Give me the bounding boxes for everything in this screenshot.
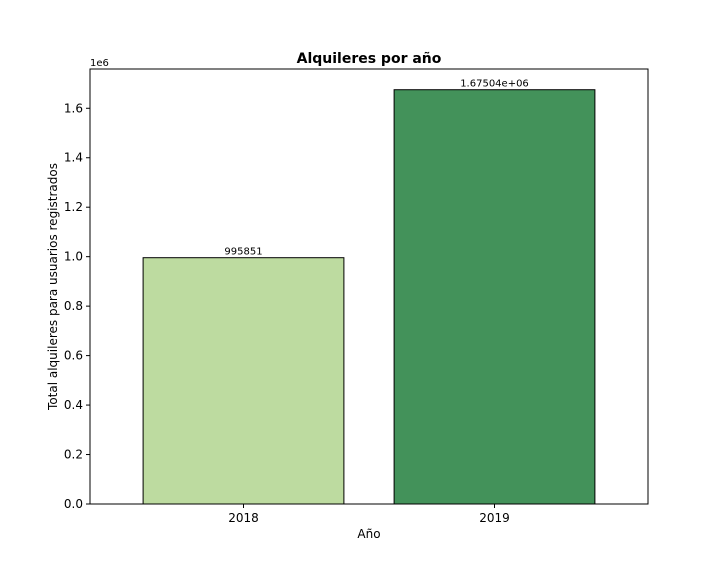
x-tick-label-2018: 2018 <box>228 511 259 525</box>
y-axis-offset-label: 1e6 <box>90 58 109 69</box>
y-tick-label-3: 0.6 <box>64 349 83 363</box>
x-tick-label-2019: 2019 <box>479 511 510 525</box>
bar-2019 <box>393 89 596 505</box>
chart-title: Alquileres por año <box>297 51 442 67</box>
bar-2018 <box>142 257 345 505</box>
data-label-2018: 995851 <box>224 247 262 258</box>
y-tick-label-2: 0.4 <box>64 398 83 412</box>
plot-area-frame <box>89 68 649 505</box>
bars-layer <box>142 89 596 505</box>
y-tick-label-5: 1.0 <box>64 250 83 264</box>
y-tick-label-6: 1.2 <box>64 200 83 214</box>
x-axis-label: Año <box>357 527 380 541</box>
data-label-2019: 1.67504e+06 <box>460 79 529 90</box>
y-tick-label-1: 0.2 <box>64 448 83 462</box>
y-axis-label: Total alquileres para usuarios registrad… <box>46 163 60 411</box>
x-axis: 2018 2019 <box>228 504 510 525</box>
y-tick-label-8: 1.6 <box>64 101 83 115</box>
y-tick-label-0: 0.0 <box>64 497 83 511</box>
y-axis: 0.0 0.2 0.4 0.6 0.8 1.0 1.2 1.4 1.6 <box>64 101 90 511</box>
y-tick-label-4: 0.8 <box>64 299 83 313</box>
y-tick-label-7: 1.4 <box>64 151 83 165</box>
data-labels-layer: 995851 1.67504e+06 <box>224 79 528 258</box>
